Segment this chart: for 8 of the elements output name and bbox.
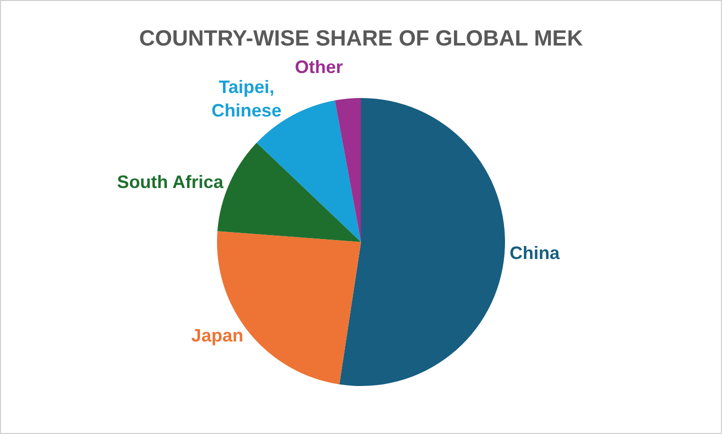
slice-label: Japan	[191, 326, 244, 346]
slice-label: China	[510, 242, 561, 263]
slice-label: Other	[294, 56, 343, 77]
pie-slice	[334, 98, 361, 242]
pie-slice	[339, 98, 505, 386]
chart-title: COUNTRY-WISE SHARE OF GLOBAL MEK	[139, 25, 583, 50]
slice-label: Taipei, Chinese	[212, 76, 282, 120]
slice-label: South Africa	[117, 172, 224, 192]
